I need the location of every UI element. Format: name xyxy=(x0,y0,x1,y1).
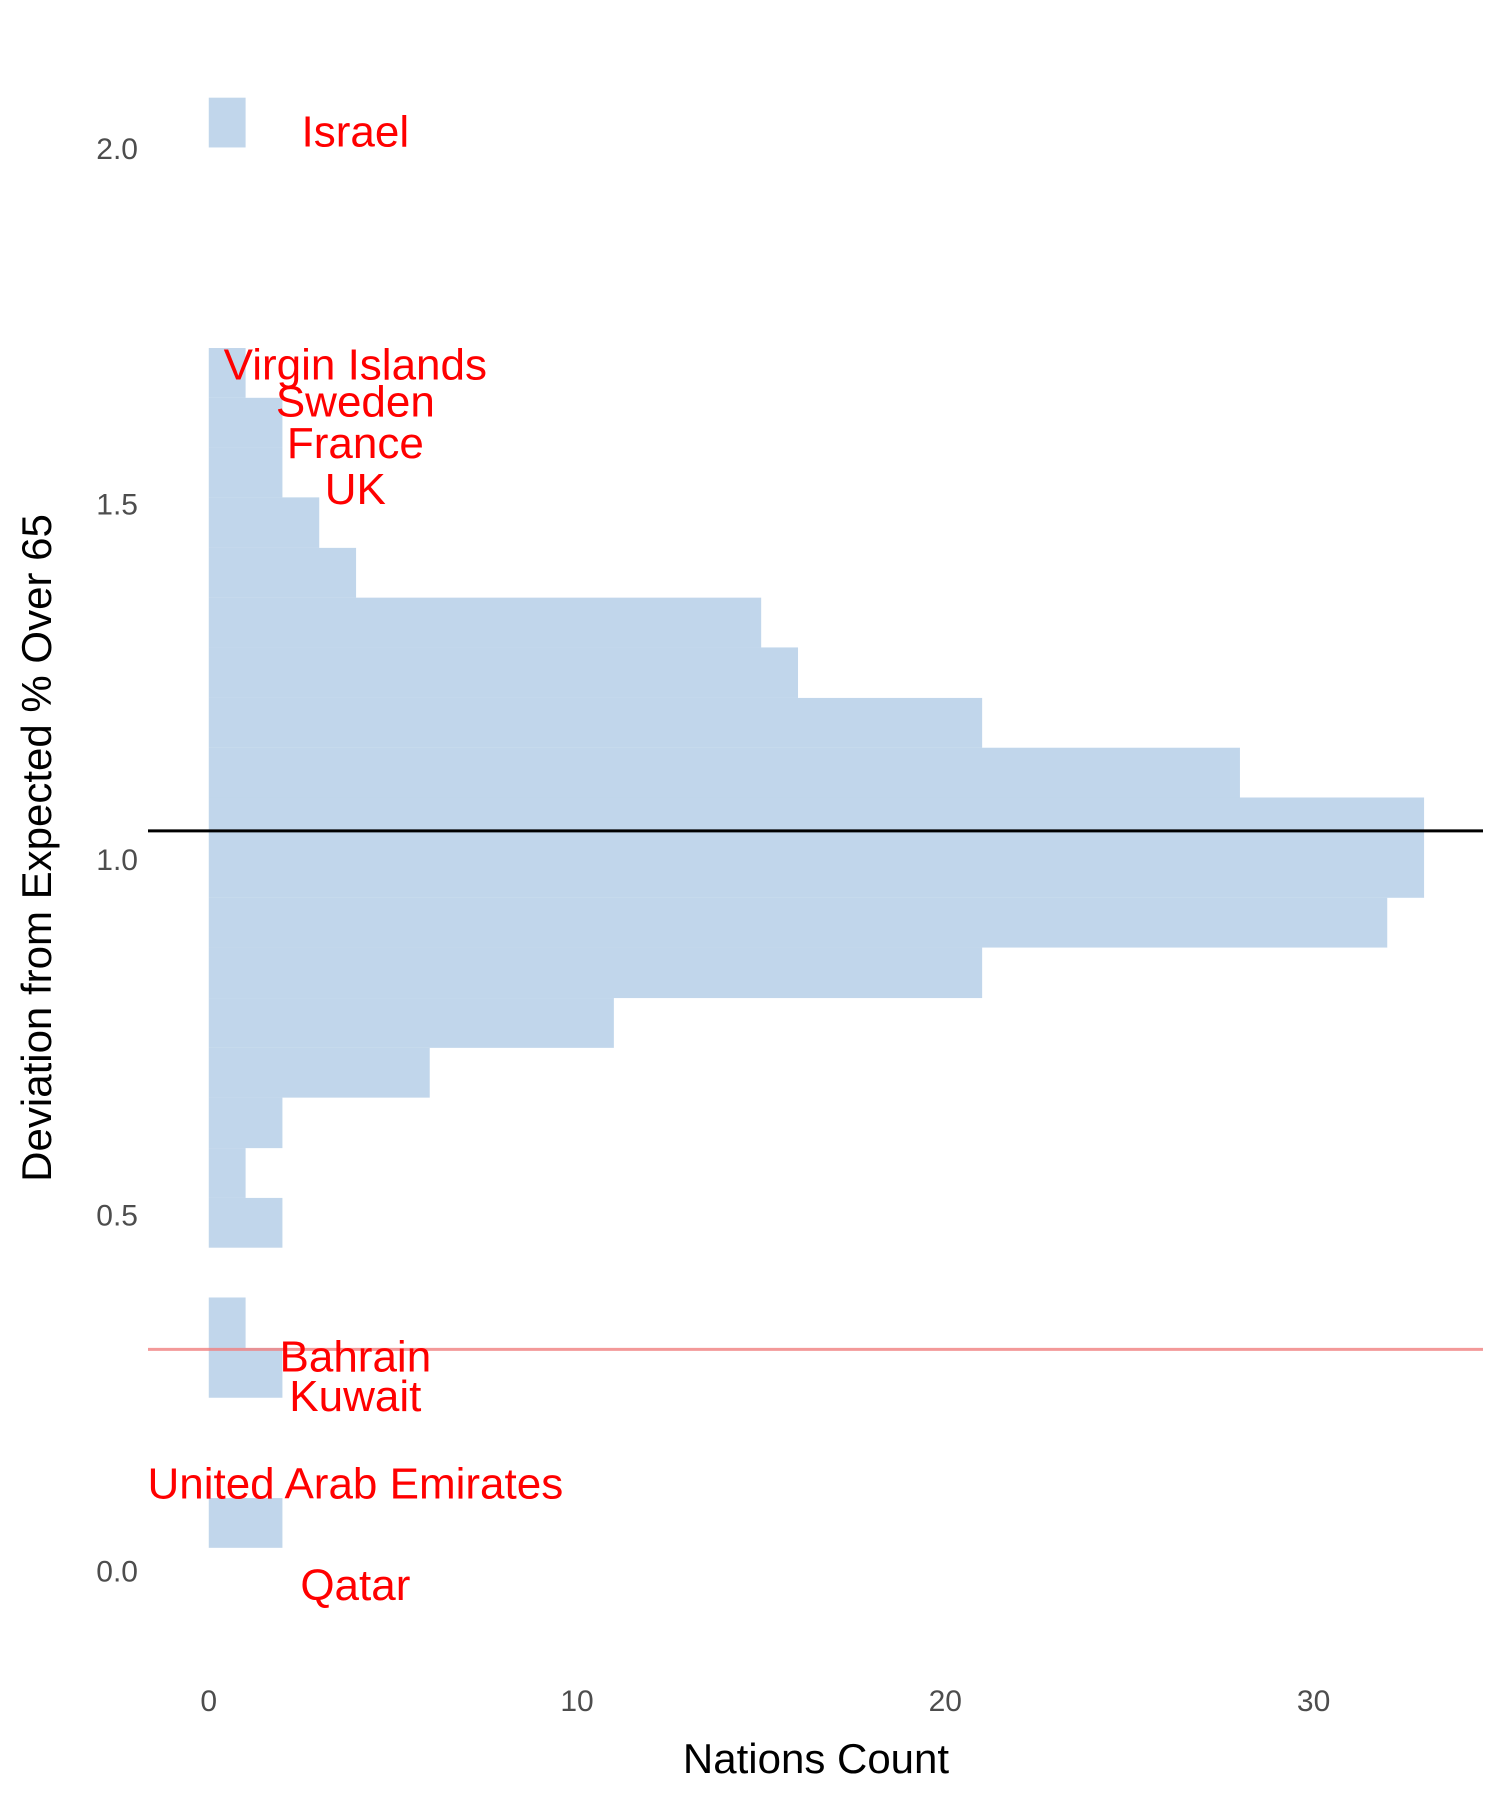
bar xyxy=(208,547,357,598)
annotation: Virgin Islands xyxy=(224,341,487,390)
annotation: France xyxy=(287,419,424,468)
bars xyxy=(208,97,1425,1548)
x-tick-label: 20 xyxy=(929,1685,962,1718)
y-tick-label: 1.5 xyxy=(96,489,138,522)
y-tick-label: 0.5 xyxy=(96,1200,138,1233)
annotation: Kuwait xyxy=(289,1372,421,1421)
bar xyxy=(208,697,983,748)
reference-lines xyxy=(148,829,1483,1351)
annotation: Bahrain xyxy=(280,1333,432,1382)
bar xyxy=(208,647,799,698)
bar xyxy=(208,348,246,398)
bar xyxy=(208,747,1240,798)
bar xyxy=(208,848,1425,898)
y-tick-label: 0.0 xyxy=(96,1555,138,1588)
x-tick-label: 10 xyxy=(560,1685,593,1718)
bar xyxy=(208,397,283,448)
annotation: Israel xyxy=(302,107,410,156)
bar xyxy=(208,1297,246,1348)
y-tick-label: 1.0 xyxy=(96,844,138,877)
bar xyxy=(208,1498,283,1548)
x-axis-title: Nations Count xyxy=(683,1735,949,1782)
bar xyxy=(208,97,246,148)
annotation: UK xyxy=(325,465,386,514)
bar xyxy=(208,1047,430,1098)
y-tick-label: 2.0 xyxy=(96,133,138,166)
bar xyxy=(208,1148,246,1198)
bar xyxy=(208,998,614,1048)
axes: 0 10 20 30 0.0 0.5 1.0 1.5 2.0 xyxy=(96,133,1330,1718)
bar xyxy=(208,1197,283,1248)
x-tick-label: 30 xyxy=(1297,1685,1330,1718)
bar xyxy=(208,447,283,498)
annotation: Qatar xyxy=(300,1561,410,1610)
annotation: Sweden xyxy=(276,378,435,427)
bar xyxy=(208,1347,283,1398)
bar xyxy=(208,797,1425,848)
x-tick-label: 0 xyxy=(200,1685,217,1718)
bar xyxy=(208,897,1388,948)
bar xyxy=(208,497,320,548)
bar xyxy=(208,597,762,648)
bar xyxy=(208,947,983,999)
bar xyxy=(208,1097,283,1149)
annotation: United Arab Emirates xyxy=(147,1459,563,1508)
y-axis-title: Deviation from Expected % Over 65 xyxy=(13,514,60,1182)
